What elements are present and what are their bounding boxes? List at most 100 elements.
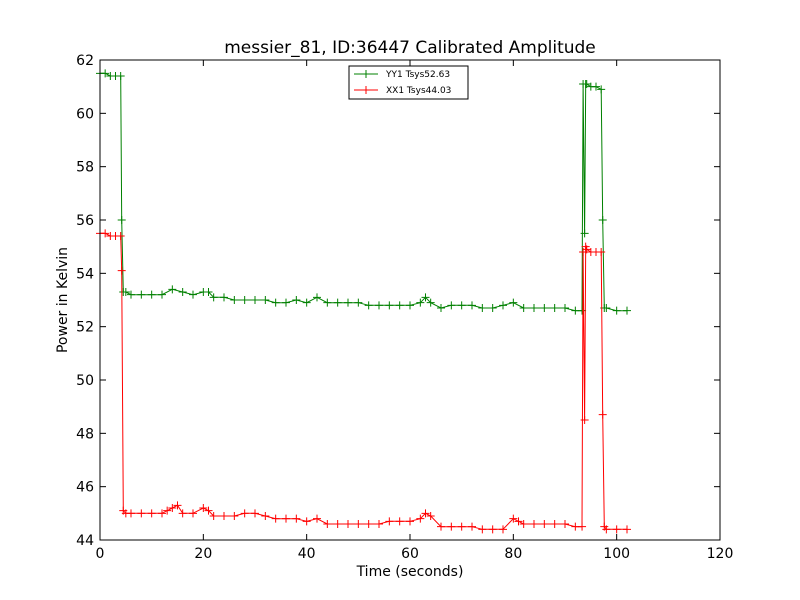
y-tick-label: 52 [76,320,94,336]
data-point [168,285,177,294]
data-point [582,245,591,254]
y-tick-label: 58 [76,160,94,176]
data-point [173,501,182,510]
data-point [488,304,497,312]
data-point [354,520,363,528]
data-point [550,520,559,528]
data-point [582,80,591,88]
chart-title: messier_81, ID:36447 Calibrated Amplitud… [224,38,596,58]
legend-label: YY1 Tsys52.63 [385,70,450,80]
data-point [385,517,394,526]
data-point [158,509,166,518]
data-point [163,506,172,515]
x-tick-label: 20 [194,546,212,562]
data-point [519,520,528,528]
data-point [598,216,607,224]
data-point [240,296,249,304]
data-point [375,520,383,528]
data-point [282,298,290,307]
y-tick-label: 62 [76,53,94,69]
series-layer [96,69,631,534]
plot-area [100,60,720,540]
data-point [598,410,607,419]
data-point [209,293,218,302]
data-point [623,525,631,534]
data-point [271,298,280,307]
data-point [623,306,631,315]
data-point [251,296,259,304]
x-tick-label: 40 [298,546,316,562]
data-point [514,517,523,526]
data-point [292,296,301,304]
data-point [147,290,156,299]
data-point [468,522,476,531]
data-point [457,522,466,531]
data-point [101,69,110,78]
data-point [530,520,538,528]
data-point [323,298,332,307]
y-tick-label: 60 [76,106,94,122]
data-point [178,509,187,518]
x-tick-label: 60 [401,546,419,562]
data-point [189,509,197,518]
data-point [375,301,383,310]
x-tick-label: 120 [707,546,734,562]
data-point [416,514,425,523]
series-line [100,232,627,530]
data-point [421,293,430,302]
data-point [478,304,487,312]
data-point [602,525,611,534]
legend-swatch-marker [362,86,370,94]
data-point [426,298,435,307]
data-point [313,293,321,302]
data-point [178,288,187,296]
data-point [457,301,466,310]
data-point [580,416,589,424]
data-point [158,290,166,299]
data-point [478,525,487,534]
data-point [282,514,290,523]
data-point [204,288,213,296]
data-point [612,525,621,534]
data-point [220,512,228,520]
legend-label: XX1 Tsys44.03 [386,86,451,96]
data-point [561,304,569,312]
legend-swatch-marker [362,70,370,78]
data-point [540,520,549,528]
data-point [116,232,125,240]
data-point [406,517,414,526]
data-point [271,514,280,523]
data-point [344,520,352,528]
data-point [385,301,394,310]
x-tick-label: 0 [96,546,105,562]
y-tick-label: 48 [76,426,94,442]
data-point [499,301,507,310]
x-tick-label: 80 [504,546,522,562]
data-point [578,522,587,531]
x-axis-label: Time (seconds) [356,564,464,580]
data-point [292,514,301,523]
data-point [426,512,435,520]
x-tick-label: 100 [603,546,630,562]
data-point [127,509,135,518]
data-point [168,504,177,512]
data-point [121,288,130,296]
data-point [597,85,606,94]
y-tick-label: 56 [76,213,94,229]
data-point [519,304,528,312]
data-point [313,514,321,523]
data-point [364,520,373,528]
data-point [127,290,135,299]
data-point [530,304,538,312]
data-point [302,298,311,307]
data-point [230,512,239,520]
data-point [597,248,606,256]
legend-item: YY1 Tsys52.63 [354,70,450,80]
legend-item: XX1 Tsys44.03 [354,86,451,96]
data-point [499,525,507,534]
data-point [189,290,197,299]
data-point [571,306,580,315]
data-point [468,301,476,310]
y-tick-label: 50 [76,373,94,389]
